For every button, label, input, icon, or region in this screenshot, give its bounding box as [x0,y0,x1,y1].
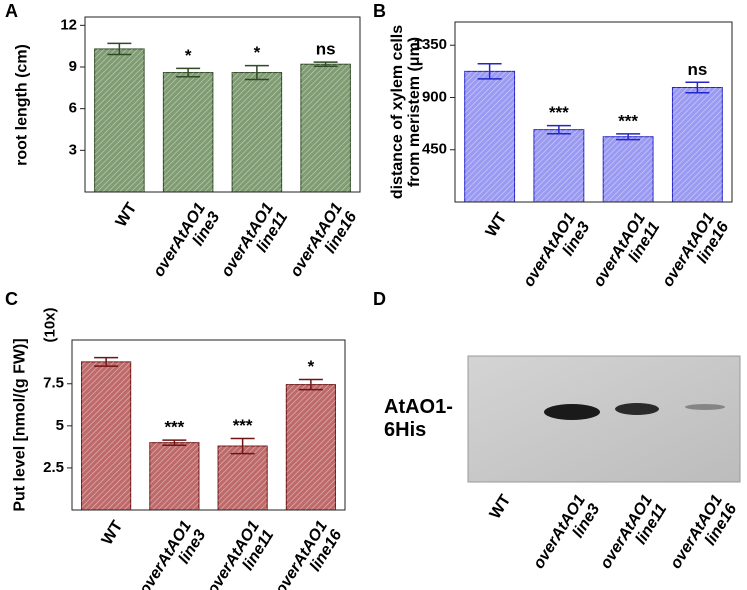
y-axis-note: (10x) [41,307,59,343]
bar-hatch [603,136,654,202]
panel-letter: C [5,289,18,309]
bar-hatch [286,384,336,510]
significance-label: * [308,357,315,376]
error-bar [546,124,571,135]
error-bar [477,63,502,80]
bar-hatch [232,72,282,192]
band-label: AtAO1- 6His [384,396,453,441]
y-tick-label: 900 [422,88,447,105]
blot-band [544,404,600,420]
bar-hatch [672,87,723,202]
significance-label: *** [549,103,569,122]
significance-label: ns [316,40,336,59]
y-axis-label: root length (cm) [13,44,31,166]
error-bar [230,437,255,455]
panel-letter: A [5,1,18,21]
significance-label: * [254,43,261,62]
significance-label: *** [164,418,184,437]
bar-hatch [94,48,145,192]
significance-label: *** [618,111,638,130]
error-bar [313,61,338,68]
plot-frame [71,339,346,511]
y-tick-label: 450 [422,141,447,158]
y-tick-label: 6 [69,100,77,117]
y-axis-label: distance of xylem cells from meristem (μ… [389,24,423,200]
significance-label: ns [687,60,707,79]
error-bar [298,378,323,391]
plot-frame [454,21,733,203]
blot [467,355,741,483]
bar-hatch [81,361,131,510]
y-axis-label: Put level [nmol/(g FW)] [11,338,29,512]
plot-frame [84,16,361,193]
blot-band [685,404,725,410]
y-tick-label: 1350 [414,36,447,53]
error-bar [616,133,641,141]
error-bar [94,356,119,367]
y-tick-label: 7.5 [43,375,64,392]
blot-band [615,403,659,415]
y-tick-label: 5 [56,417,64,434]
y-tick-label: 2.5 [43,459,64,476]
bar-hatch [300,64,351,192]
error-bar [162,439,187,446]
error-bar [244,64,269,81]
error-bar [107,42,132,56]
error-bar [176,67,201,78]
bar-hatch [218,446,268,510]
bar-hatch [464,71,515,203]
y-tick-label: 3 [69,141,77,158]
panel-letter: D [373,289,386,309]
error-bar [685,81,710,94]
significance-label: * [185,46,192,65]
significance-label: *** [233,416,253,435]
bar-hatch [533,129,584,202]
y-tick-label: 9 [69,58,77,75]
bar-hatch [163,72,213,192]
panel-letter: B [373,1,386,21]
y-tick-label: 12 [60,16,77,33]
bar-hatch [149,442,199,510]
